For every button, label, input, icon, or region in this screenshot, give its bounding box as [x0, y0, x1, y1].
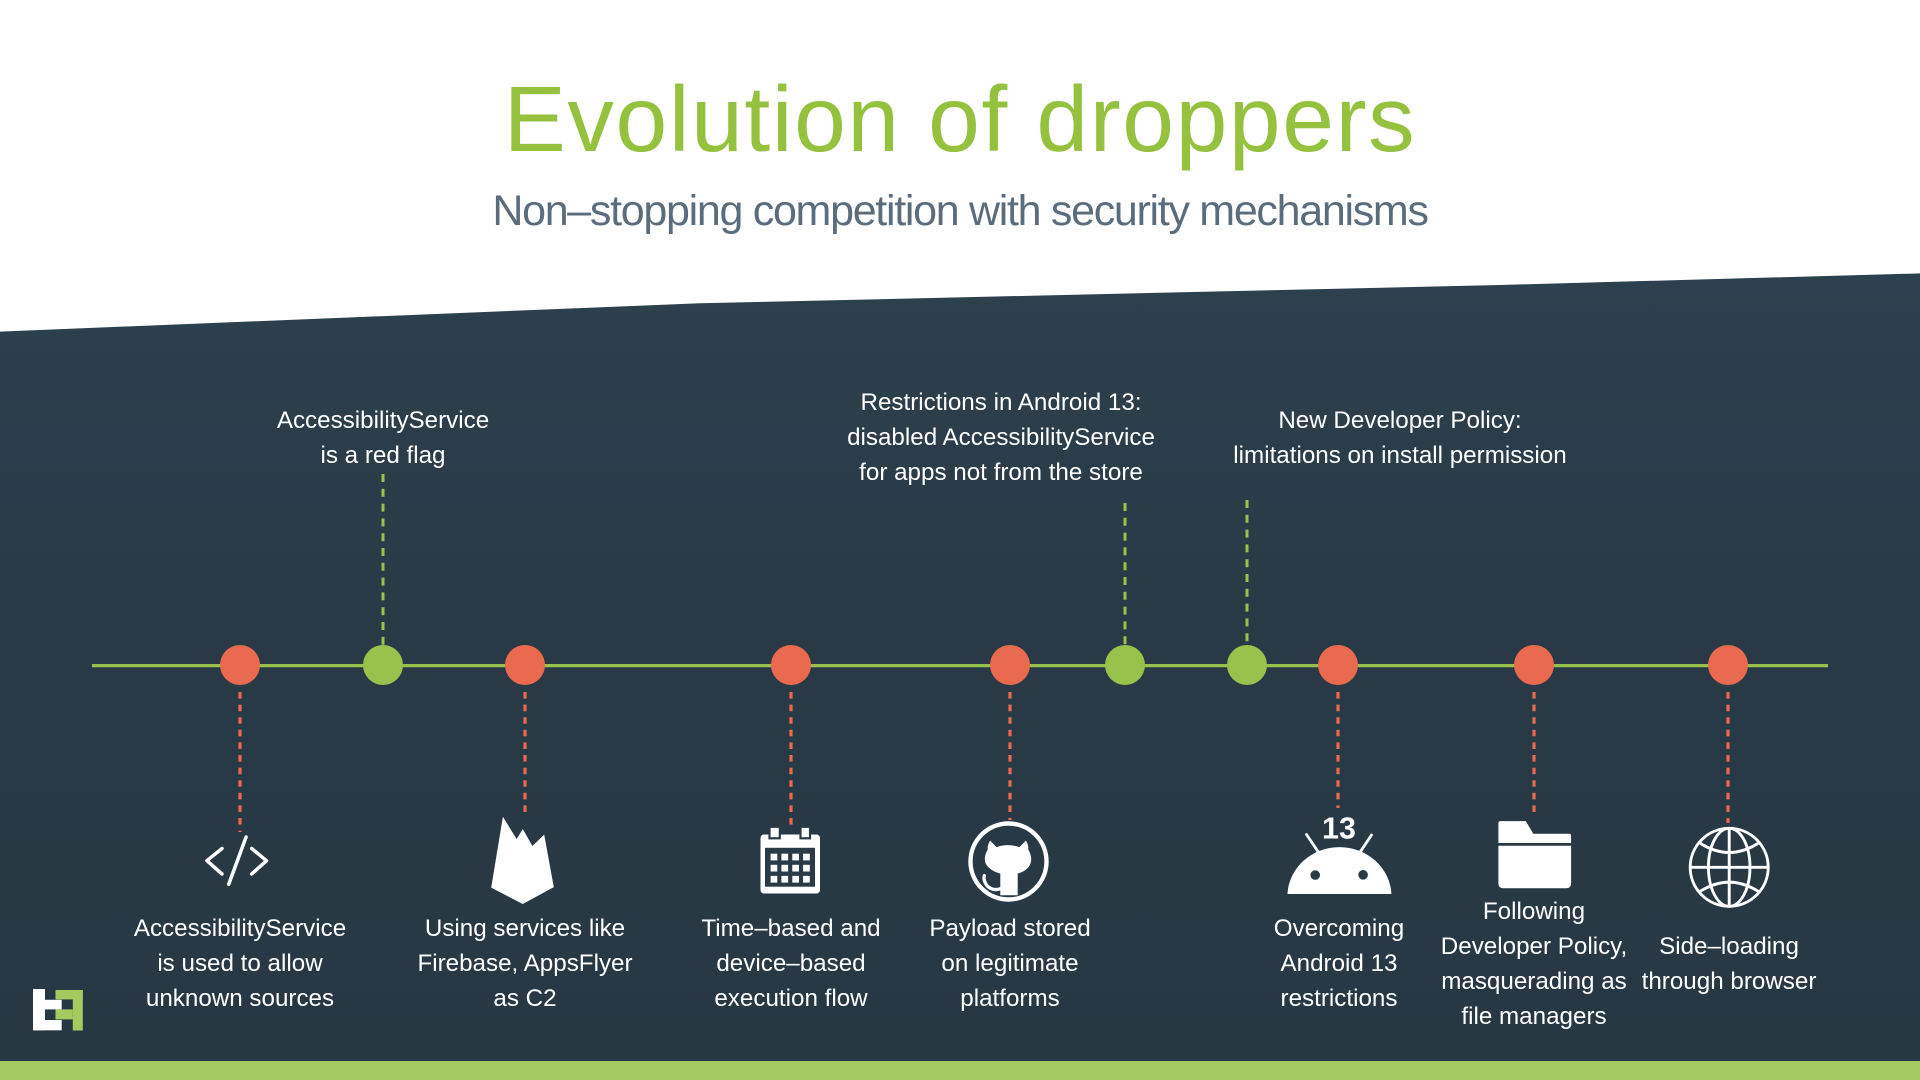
svg-text:13: 13 — [1322, 812, 1356, 846]
